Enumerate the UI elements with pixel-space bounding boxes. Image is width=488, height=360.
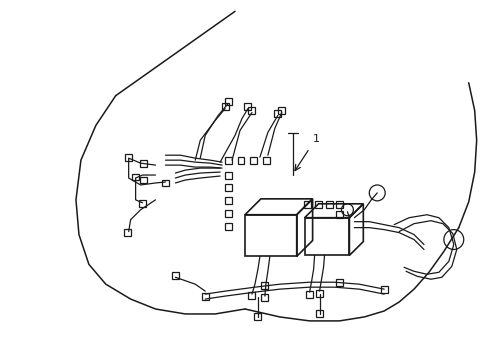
Bar — [224, 210, 231, 217]
Bar — [304, 201, 310, 208]
Bar — [224, 197, 231, 204]
Bar — [224, 223, 231, 230]
Bar — [140, 176, 147, 184]
Bar — [132, 174, 139, 180]
Bar — [237, 157, 244, 164]
Text: 1: 1 — [312, 134, 319, 144]
Bar — [172, 272, 179, 279]
Bar — [244, 215, 296, 256]
Bar — [254, 314, 261, 320]
Bar — [274, 110, 281, 117]
Bar — [315, 310, 323, 318]
Bar — [335, 211, 342, 218]
Bar — [125, 154, 132, 161]
Bar — [261, 294, 268, 301]
Bar — [221, 103, 228, 110]
Bar — [304, 218, 349, 255]
Bar — [248, 107, 255, 114]
Bar — [139, 201, 146, 207]
Bar — [248, 292, 255, 298]
Bar — [224, 98, 231, 105]
Bar — [224, 172, 231, 179]
Bar — [335, 201, 342, 208]
Bar — [314, 201, 322, 208]
Bar — [244, 103, 251, 110]
Bar — [162, 180, 168, 186]
Bar — [315, 290, 323, 297]
Bar — [278, 107, 285, 114]
Bar — [224, 157, 231, 164]
Bar — [325, 201, 332, 208]
Bar — [305, 291, 312, 298]
Bar — [224, 184, 231, 192]
Bar — [124, 229, 131, 236]
Bar — [261, 282, 268, 289]
Bar — [140, 159, 147, 167]
Bar — [250, 157, 257, 164]
Bar — [263, 157, 270, 164]
Bar — [335, 279, 342, 286]
Bar — [380, 286, 387, 293]
Bar — [202, 293, 208, 300]
